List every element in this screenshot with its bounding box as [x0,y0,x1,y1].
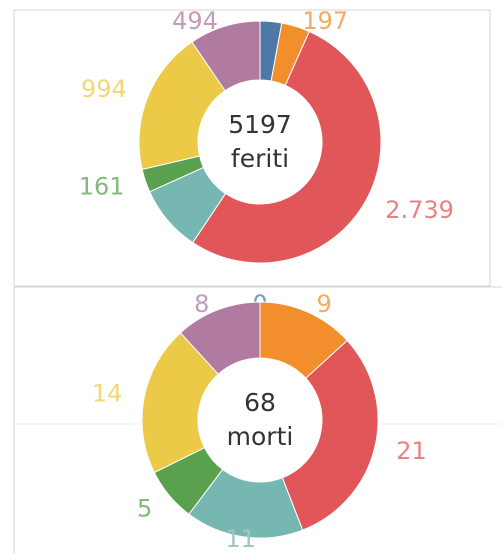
center-total: 5197 [228,110,292,139]
data-label: 9 [317,290,332,318]
panel-border [13,9,491,287]
data-label: 11 [225,525,256,553]
data-label: 494 [172,7,218,35]
data-label: 14 [92,379,123,407]
donut-hole [198,358,322,482]
data-label: 5 [137,494,152,522]
data-label: 994 [81,75,127,103]
center-text: feriti [231,144,289,173]
data-label: 21 [396,437,427,465]
center-total: 68 [244,388,276,417]
data-label: 8 [194,290,209,318]
donut-hole [198,80,322,204]
data-label: 2.739 [385,196,454,224]
data-label: 197 [302,7,348,35]
center-text: morti [227,422,294,451]
data-label: 161 [79,173,125,201]
